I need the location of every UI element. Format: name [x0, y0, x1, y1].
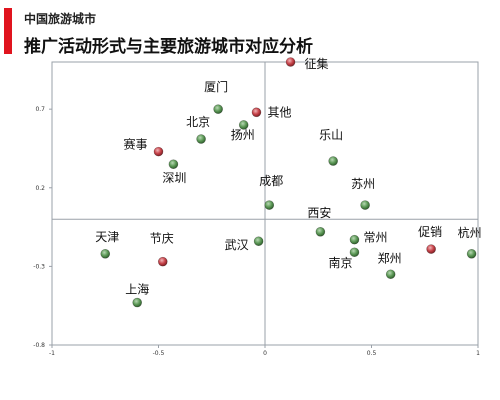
activity-point — [285, 57, 296, 67]
point-label: 郑州 — [378, 250, 402, 265]
point-label: 征集 — [305, 56, 329, 71]
x-tick-label: 1 — [476, 350, 480, 357]
point-label: 赛事 — [123, 137, 147, 152]
point-label: 北京 — [186, 115, 210, 129]
point-label: 杭州 — [458, 225, 482, 240]
point-label: 苏州 — [351, 177, 375, 191]
point-label: 促销 — [418, 225, 442, 239]
city-point — [328, 156, 338, 166]
city-point — [100, 249, 111, 259]
point-label: 深圳 — [162, 171, 186, 185]
x-tick-label: -1 — [49, 350, 55, 357]
point-label: 乐山 — [319, 128, 343, 142]
point-label: 厦门 — [204, 79, 228, 94]
page-eyebrow: 中国旅游城市 — [24, 12, 97, 26]
city-point — [385, 269, 396, 280]
point-label: 西安 — [307, 205, 331, 220]
y-tick-label: 0.7 — [35, 106, 45, 113]
city-point — [253, 236, 264, 247]
city-point — [466, 249, 477, 259]
city-point — [168, 159, 179, 169]
activity-point — [153, 146, 164, 157]
point-label: 其他 — [267, 105, 291, 119]
point-label: 武汉 — [225, 238, 249, 252]
city-point — [264, 200, 275, 210]
point-label: 天津 — [95, 230, 119, 244]
point-label: 南京 — [328, 255, 352, 270]
title-accent-bar — [4, 8, 12, 54]
city-point — [238, 120, 249, 130]
point-label: 扬州 — [231, 127, 255, 142]
city-point — [349, 234, 360, 245]
point-label: 成都 — [259, 174, 283, 188]
point-label: 常州 — [363, 231, 387, 245]
city-point — [213, 104, 223, 114]
city-point — [196, 134, 206, 144]
point-label: 上海 — [125, 282, 149, 297]
x-tick-label: 0.5 — [367, 350, 377, 357]
y-tick-label: 0.2 — [35, 185, 45, 192]
point-label: 节庆 — [150, 232, 174, 246]
activity-point — [426, 244, 436, 254]
x-tick-label: 0 — [263, 350, 267, 357]
x-tick-label: -0.5 — [153, 350, 165, 357]
y-tick-label: -0.8 — [33, 342, 45, 349]
city-point — [360, 200, 370, 210]
page-title: 推广活动形式与主要旅游城市对应分析 — [24, 37, 313, 57]
city-point — [349, 247, 360, 258]
activity-point — [157, 256, 168, 267]
y-tick-label: -0.3 — [33, 263, 45, 270]
city-point — [315, 227, 326, 237]
city-point — [132, 297, 142, 308]
activity-point — [251, 107, 262, 118]
